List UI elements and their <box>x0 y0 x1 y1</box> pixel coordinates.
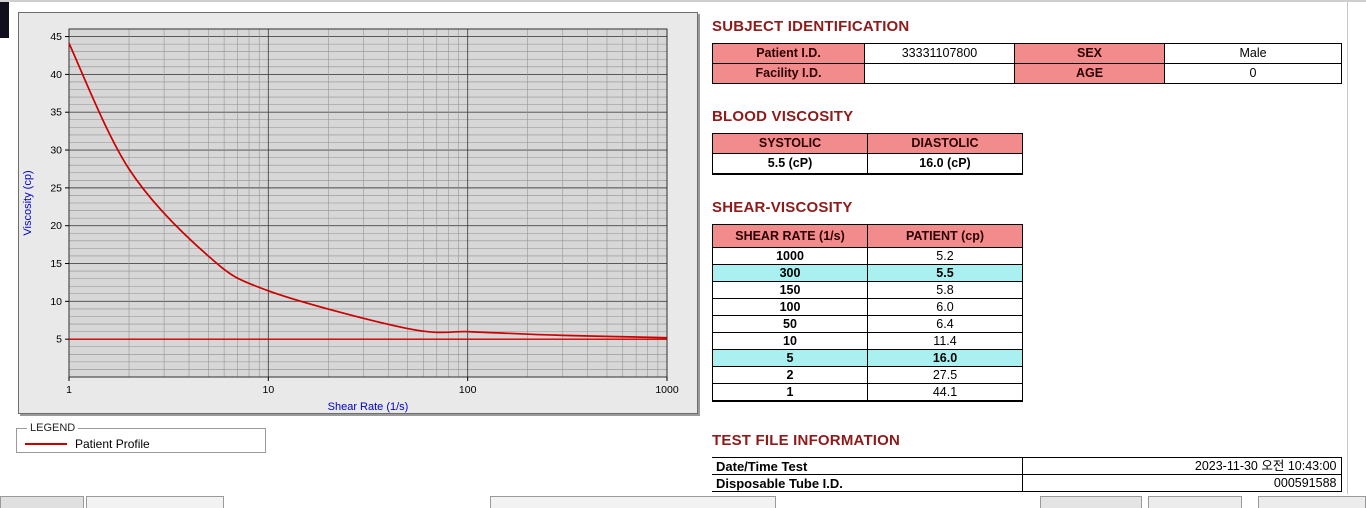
report-data-column: SUBJECT IDENTIFICATION Patient I.D. 3333… <box>712 18 1342 492</box>
date-time-test-label: Date/Time Test <box>712 457 1023 475</box>
sex-label: SEX <box>1014 43 1165 64</box>
shear-rate-value: 50 <box>712 315 868 333</box>
shear-rate-value: 10 <box>712 332 868 350</box>
svg-text:20: 20 <box>50 220 62 232</box>
blood-viscosity-table: SYSTOLIC DIASTOLIC 5.5 (cP) 16.0 (cP) <box>712 133 1023 175</box>
patient-cp-header: PATIENT (cp) <box>867 224 1023 248</box>
patient-cp-value: 11.4 <box>867 332 1023 350</box>
diastolic-header: DIASTOLIC <box>867 133 1023 154</box>
svg-text:30: 30 <box>50 145 62 157</box>
facility-id-label: Facility I.D. <box>712 63 865 84</box>
shear-row: 100 6.0 <box>712 298 1023 316</box>
systolic-header: SYSTOLIC <box>712 133 868 154</box>
shear-header-row: SHEAR RATE (1/s) PATIENT (cp) <box>712 224 1023 248</box>
patient-id-label: Patient I.D. <box>712 43 865 64</box>
test-file-information-title: TEST FILE INFORMATION <box>712 432 901 449</box>
test-file-information-table: Date/Time Test 2023-11-30 오전 10:43:00 Di… <box>712 457 1342 492</box>
patient-cp-value: 44.1 <box>867 383 1023 402</box>
shear-viscosity-chart-panel: 5 10 15 20 25 30 35 40 45 1 10 100 1000 Viscosity (cp… <box>18 12 698 414</box>
test-file-row: Disposable Tube I.D. 000591588 <box>712 474 1342 492</box>
svg-text:45: 45 <box>50 31 62 43</box>
taskbar-button[interactable] <box>1040 496 1142 508</box>
shear-row: 1000 5.2 <box>712 247 1023 265</box>
shear-row: 5 16.0 <box>712 349 1023 367</box>
svg-text:1000: 1000 <box>655 384 679 396</box>
taskbar-button[interactable] <box>86 496 224 508</box>
shear-row: 2 27.5 <box>712 366 1023 384</box>
shear-rate-value: 1 <box>712 383 868 402</box>
svg-text:5: 5 <box>56 334 62 346</box>
taskbar <box>0 496 1366 508</box>
shear-rate-value: 300 <box>712 264 868 282</box>
viscosity-plot: 5 10 15 20 25 30 35 40 45 1 10 100 1000 Viscosity (cp… <box>22 28 679 413</box>
patient-id-value: 33331107800 <box>864 43 1015 64</box>
legend-title: LEGEND <box>30 422 76 434</box>
taskbar-button[interactable] <box>0 496 84 508</box>
subject-identification-table: Patient I.D. 33331107800 SEX Male Facili… <box>712 43 1342 84</box>
shear-rate-value: 100 <box>712 298 868 316</box>
diastolic-value: 16.0 (cP) <box>867 153 1023 175</box>
window-right-edge <box>1347 2 1348 494</box>
shear-rate-header: SHEAR RATE (1/s) <box>712 224 868 248</box>
svg-text:10: 10 <box>262 384 274 396</box>
svg-text:25: 25 <box>50 182 62 194</box>
patient-cp-value: 5.8 <box>867 281 1023 299</box>
test-file-row: Date/Time Test 2023-11-30 오전 10:43:00 <box>712 457 1342 475</box>
shear-viscosity-table: SHEAR RATE (1/s) PATIENT (cp) 1000 5.2 300… <box>712 224 1023 402</box>
svg-text:Viscosity (cp): Viscosity (cp) <box>22 170 34 235</box>
shear-row: 300 5.5 <box>712 264 1023 282</box>
patient-cp-value: 16.0 <box>867 349 1023 367</box>
patient-cp-value: 6.0 <box>867 298 1023 316</box>
svg-text:35: 35 <box>50 107 62 119</box>
chart-legend: LEGEND Patient Profile <box>16 422 266 453</box>
blood-viscosity-header-row: SYSTOLIC DIASTOLIC <box>712 133 1023 154</box>
legend-line-sample <box>25 443 67 445</box>
patient-cp-value: 5.2 <box>867 247 1023 265</box>
shear-rate-value: 150 <box>712 281 868 299</box>
taskbar-button[interactable] <box>490 496 776 508</box>
shear-row: 150 5.8 <box>712 281 1023 299</box>
disposable-tube-id-label: Disposable Tube I.D. <box>712 474 1023 492</box>
patient-cp-value: 6.4 <box>867 315 1023 333</box>
facility-id-value <box>864 63 1015 84</box>
patient-cp-value: 27.5 <box>867 366 1023 384</box>
legend-series-label: Patient Profile <box>75 437 150 451</box>
svg-text:100: 100 <box>459 384 477 396</box>
taskbar-button[interactable] <box>1258 496 1366 508</box>
blood-viscosity-value-row: 5.5 (cP) 16.0 (cP) <box>712 153 1023 175</box>
shear-row: 50 6.4 <box>712 315 1023 333</box>
shear-rate-value: 2 <box>712 366 868 384</box>
age-label: AGE <box>1014 63 1165 84</box>
svg-text:40: 40 <box>50 69 62 81</box>
disposable-tube-id-value: 000591588 <box>1022 474 1342 492</box>
svg-text:Shear Rate (1/s): Shear Rate (1/s) <box>328 401 409 413</box>
svg-text:15: 15 <box>50 258 62 270</box>
patient-cp-value: 5.5 <box>867 264 1023 282</box>
age-value: 0 <box>1164 63 1342 84</box>
subject-row: Patient I.D. 33331107800 SEX Male <box>712 43 1342 64</box>
svg-text:1: 1 <box>66 384 72 396</box>
svg-text:10: 10 <box>50 296 62 308</box>
sex-value: Male <box>1164 43 1342 64</box>
shear-rate-value: 5 <box>712 349 868 367</box>
window-corner-mark <box>0 2 9 38</box>
systolic-value: 5.5 (cP) <box>712 153 868 175</box>
subject-identification-title: SUBJECT IDENTIFICATION <box>712 18 910 35</box>
shear-viscosity-title: SHEAR-VISCOSITY <box>712 199 853 216</box>
subject-row: Facility I.D. AGE 0 <box>712 63 1342 84</box>
shear-row: 10 11.4 <box>712 332 1023 350</box>
shear-rate-value: 1000 <box>712 247 868 265</box>
shear-row: 1 44.1 <box>712 383 1023 402</box>
taskbar-button[interactable] <box>1148 496 1242 508</box>
blood-viscosity-title: BLOOD VISCOSITY <box>712 108 854 125</box>
date-time-test-value: 2023-11-30 오전 10:43:00 <box>1022 457 1342 475</box>
